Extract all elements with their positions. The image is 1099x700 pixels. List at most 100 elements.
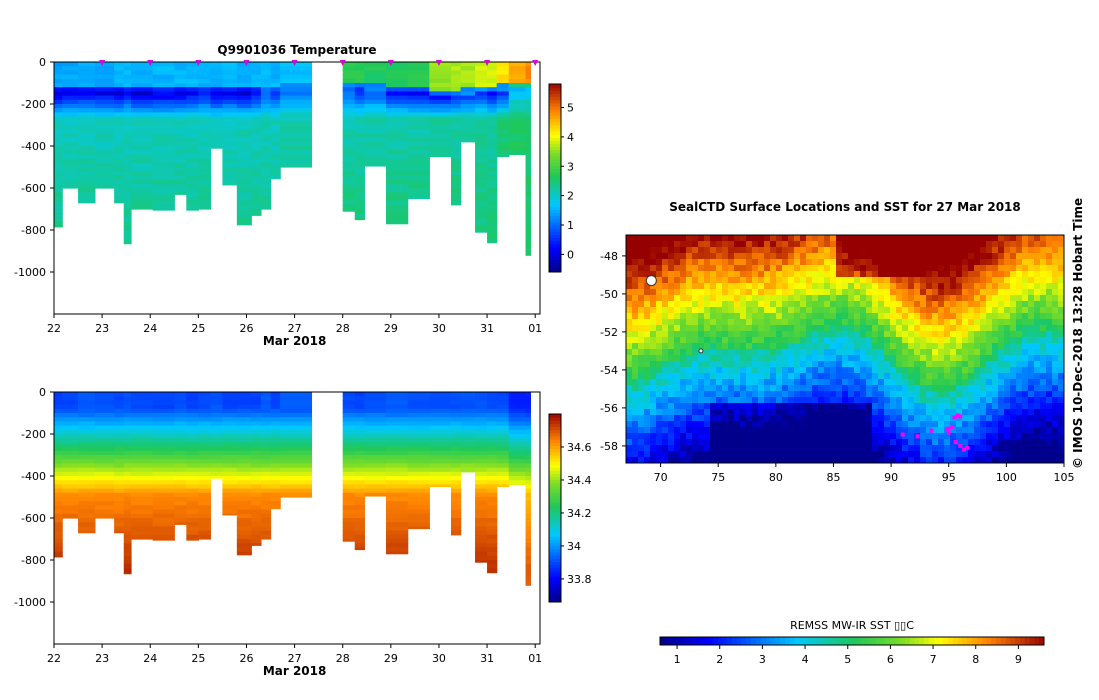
temperature-cell bbox=[475, 146, 488, 151]
sst-cell bbox=[632, 325, 639, 332]
temperature-cell bbox=[210, 129, 224, 134]
salinity-cell bbox=[407, 425, 430, 431]
sst-cell bbox=[944, 253, 951, 260]
sst-cell bbox=[866, 235, 873, 242]
temperature-cell bbox=[525, 230, 531, 235]
sst-cell bbox=[896, 283, 903, 290]
sst-cell bbox=[908, 301, 915, 308]
salinity-cell bbox=[210, 413, 224, 418]
temperature-cell bbox=[386, 196, 409, 202]
temperature-cell bbox=[114, 120, 125, 126]
sst-cell bbox=[950, 277, 957, 284]
sst-cell bbox=[872, 451, 879, 458]
salinity-cell bbox=[487, 429, 498, 435]
salinity-cell bbox=[525, 459, 531, 464]
salinity-cell bbox=[54, 400, 63, 406]
sst-cell bbox=[944, 313, 951, 320]
temperature-cell bbox=[496, 137, 510, 143]
salinity-cell bbox=[123, 450, 132, 456]
salinity-cell bbox=[186, 417, 199, 422]
sst-cell bbox=[632, 265, 639, 272]
temperature-cell bbox=[62, 137, 79, 143]
temperature-cell bbox=[114, 108, 125, 113]
salinity-cell bbox=[54, 492, 63, 498]
salinity-cell bbox=[198, 425, 211, 431]
sst-cell bbox=[734, 325, 741, 332]
sst-cell bbox=[986, 403, 993, 410]
sst-cell bbox=[878, 283, 885, 290]
sst-cell bbox=[650, 319, 657, 326]
salinity-cell bbox=[280, 488, 313, 494]
temperature-cell bbox=[152, 154, 175, 160]
sst-cell bbox=[638, 283, 645, 290]
sst-cell bbox=[794, 253, 801, 260]
temperature-cell bbox=[123, 200, 132, 206]
temperature-cell bbox=[94, 83, 115, 88]
temperature-cell bbox=[78, 112, 96, 118]
salinity-cell bbox=[429, 425, 452, 431]
salinity-cell bbox=[130, 463, 154, 469]
sst-cell bbox=[944, 361, 951, 368]
salinity-cell bbox=[186, 471, 199, 477]
sst-cell bbox=[848, 397, 855, 404]
salinity-cell bbox=[198, 518, 211, 523]
temperature-cell bbox=[222, 66, 238, 71]
sst-cell bbox=[920, 265, 927, 272]
sst-cell bbox=[824, 355, 831, 362]
sst-cell bbox=[752, 271, 759, 278]
sst-cell bbox=[668, 271, 675, 278]
sst-cell bbox=[632, 349, 639, 356]
sst-cell bbox=[890, 409, 897, 416]
temperature-cell bbox=[62, 125, 79, 130]
sst-cell bbox=[896, 295, 903, 302]
sst-cell bbox=[824, 433, 831, 440]
salinity-cell bbox=[62, 421, 79, 427]
sst-cell bbox=[1040, 295, 1047, 302]
sst-cell bbox=[782, 403, 789, 410]
sst-cell bbox=[962, 265, 969, 272]
salinity-cell bbox=[123, 434, 132, 439]
sst-cell bbox=[668, 427, 675, 434]
salinity-cell bbox=[270, 446, 281, 452]
sst-cell bbox=[794, 349, 801, 356]
sst-cell bbox=[818, 241, 825, 248]
sst-cell bbox=[890, 403, 897, 410]
sst-cell bbox=[722, 355, 729, 362]
sst-cell bbox=[962, 313, 969, 320]
salinity-cell bbox=[114, 530, 125, 534]
sst-cell bbox=[800, 391, 807, 398]
sst-cell bbox=[740, 433, 747, 440]
sst-cell bbox=[722, 331, 729, 338]
sst-cell bbox=[812, 241, 819, 248]
sst-cell bbox=[758, 289, 765, 296]
salinity-cell bbox=[354, 547, 365, 551]
salinity-cell bbox=[62, 404, 79, 410]
sst-cell bbox=[998, 331, 1005, 338]
temperature-ytick-label: -600 bbox=[21, 182, 46, 195]
sst-cell bbox=[902, 427, 909, 434]
sst-cell bbox=[794, 301, 801, 308]
sst-cell bbox=[758, 259, 765, 266]
temperature-cell bbox=[94, 141, 115, 147]
sst-cell bbox=[836, 445, 843, 452]
temperature-cell bbox=[54, 209, 63, 214]
salinity-cell bbox=[364, 425, 387, 431]
salinity-cell bbox=[114, 455, 125, 460]
temperature-cell bbox=[407, 70, 430, 76]
temperature-cell bbox=[236, 146, 252, 151]
salinity-cell bbox=[78, 442, 96, 448]
salinity-ytick-label: -600 bbox=[21, 512, 46, 525]
sst-cell bbox=[920, 439, 927, 446]
sst-cell bbox=[662, 247, 669, 254]
salinity-ytick-label: 0 bbox=[39, 386, 46, 399]
sst-cell bbox=[1046, 307, 1053, 314]
salinity-cell bbox=[386, 492, 409, 498]
temperature-cell bbox=[270, 158, 281, 164]
salinity-cell bbox=[222, 421, 238, 427]
sst-cell bbox=[884, 439, 891, 446]
sst-cell bbox=[686, 301, 693, 308]
salinity-cell bbox=[460, 459, 476, 464]
temperature-cell bbox=[222, 74, 238, 80]
sst-cell bbox=[1034, 415, 1041, 422]
temperature-cell bbox=[487, 66, 498, 71]
